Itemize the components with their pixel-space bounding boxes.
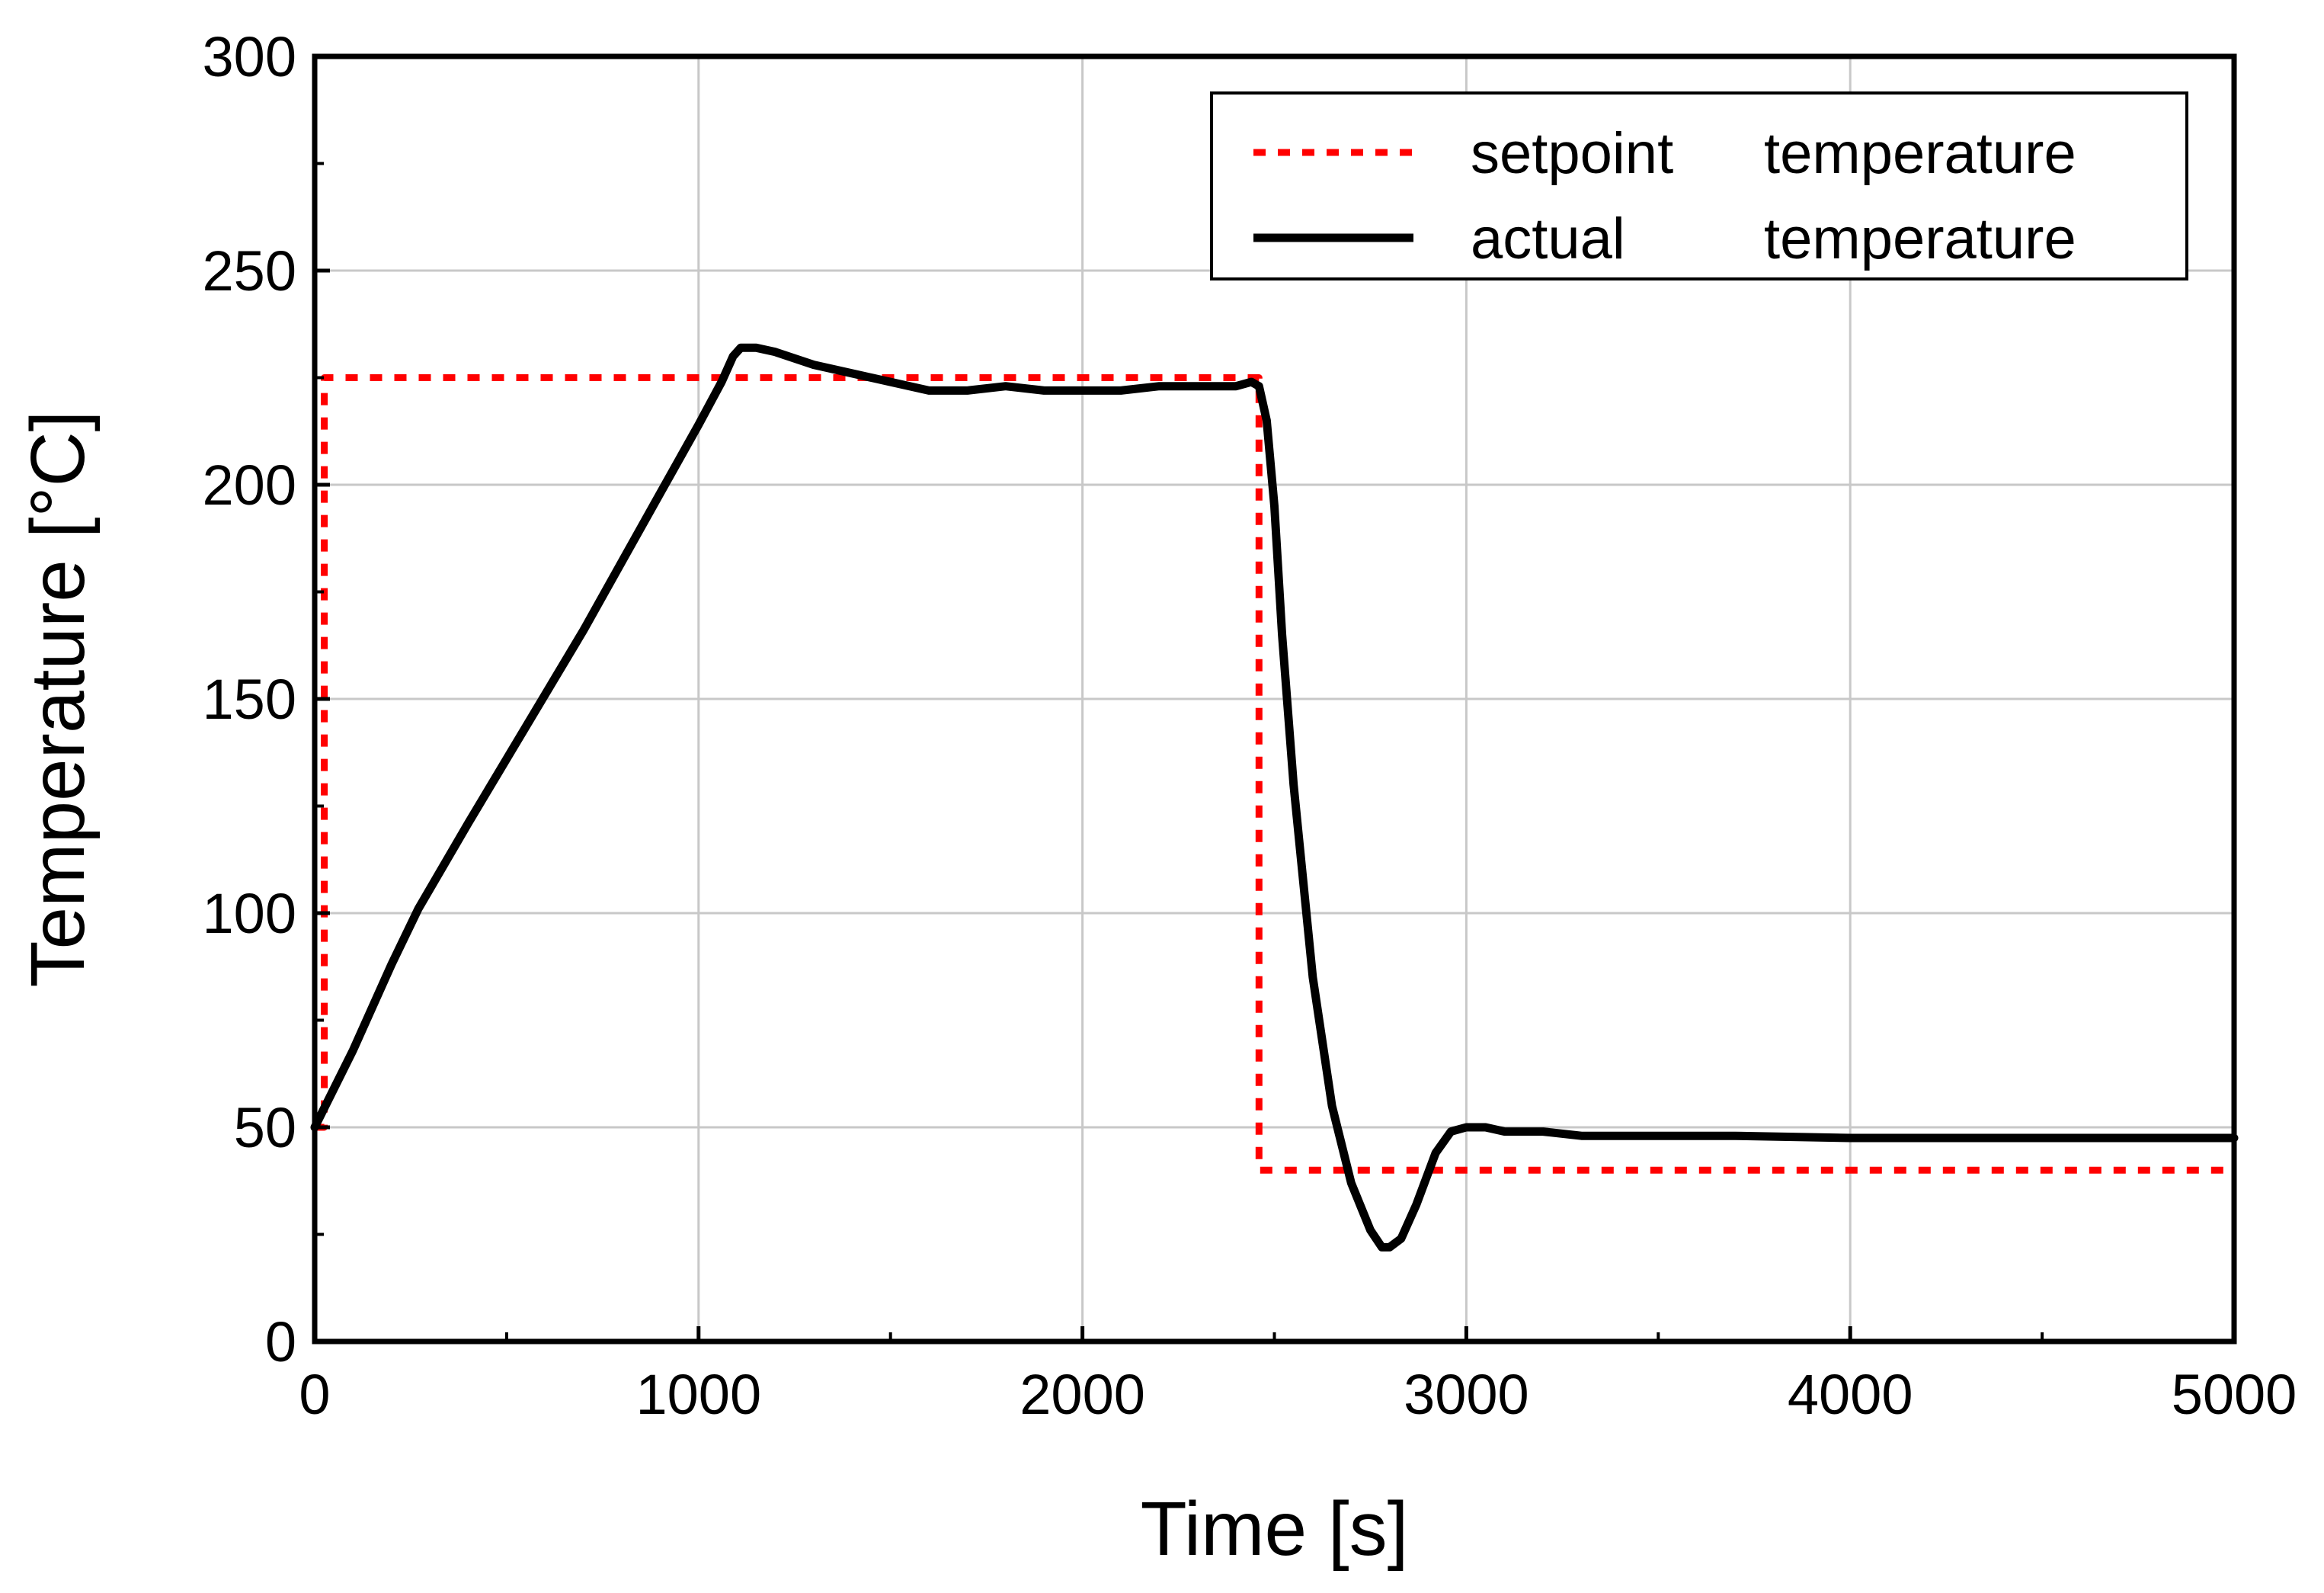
y-axis-title: Temperature [°C] <box>15 411 101 988</box>
x-tick-label: 5000 <box>2172 1363 2297 1426</box>
legend-label-actual-temperature: temperature <box>1764 207 2076 271</box>
y-tick-label: 0 <box>265 1310 296 1373</box>
x-tick-label: 0 <box>299 1363 330 1426</box>
y-tick-label: 100 <box>203 882 296 945</box>
y-tick-label: 50 <box>234 1096 296 1159</box>
x-tick-label: 1000 <box>635 1363 761 1426</box>
legend: setpoint temperature actual temperature <box>1210 91 2188 280</box>
x-tick-labels: 0 1000 2000 3000 4000 5000 <box>299 1363 2297 1426</box>
series-line-actual <box>310 343 2239 1252</box>
y-tick-label: 150 <box>203 668 296 731</box>
legend-box <box>1210 91 2188 280</box>
legend-label-setpoint: setpoint <box>1471 121 1673 186</box>
x-axis-title: Time [s] <box>1141 1486 1409 1572</box>
axis-ticks <box>312 54 2236 1344</box>
legend-label-setpoint-temperature: temperature <box>1764 121 2076 186</box>
y-tick-label: 200 <box>203 454 296 517</box>
x-tick-label: 4000 <box>1788 1363 1913 1426</box>
legend-label-actual: actual <box>1471 207 1625 271</box>
y-tick-label: 300 <box>203 25 296 88</box>
series-group <box>310 343 2239 1252</box>
x-tick-label: 2000 <box>1020 1363 1145 1426</box>
y-tick-label: 250 <box>203 239 296 303</box>
y-tick-labels: 0 50 100 150 200 250 300 <box>203 25 296 1373</box>
x-tick-label: 3000 <box>1404 1363 1529 1426</box>
